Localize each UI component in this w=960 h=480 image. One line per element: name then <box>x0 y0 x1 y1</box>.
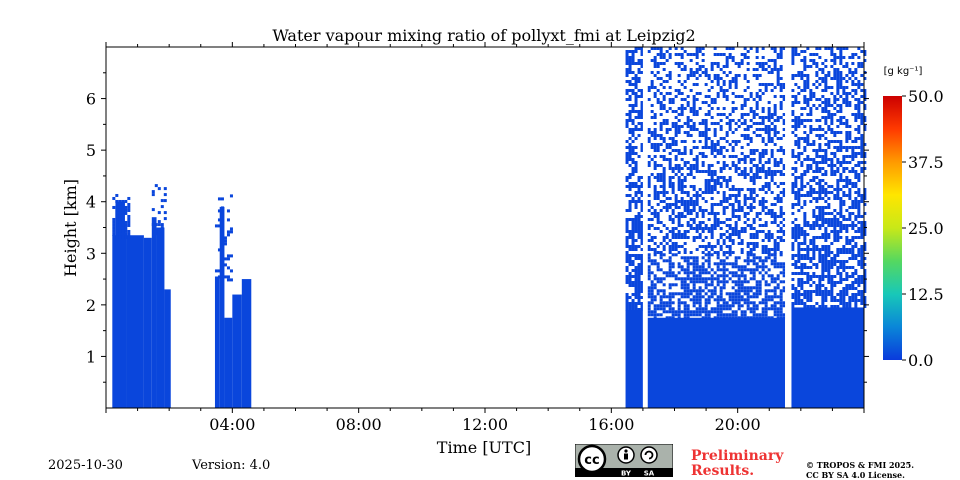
colorbar-tick-label-0.0: 0.0 <box>908 351 933 370</box>
copyright-line-1: © TROPOS & FMI 2025. <box>806 460 915 470</box>
x-tick-label-0800: 08:00 <box>336 415 382 434</box>
copyright-line-2: CC BY SA 4.0 License. <box>806 470 905 480</box>
by-label: BY <box>621 470 632 478</box>
cc-icon <box>577 444 607 474</box>
x-tick-label-1200: 12:00 <box>462 415 508 434</box>
y-axis: 1 2 3 4 5 6 <box>86 72 869 383</box>
version-label: Version: 4.0 <box>192 458 271 473</box>
date-label: 2025-10-30 <box>48 458 123 473</box>
data-block-2 <box>126 235 144 408</box>
data-block-9 <box>224 317 233 408</box>
colorbar-tick-label-25.0: 25.0 <box>908 219 944 238</box>
plot-area <box>112 47 867 408</box>
data-gap-0 <box>642 47 648 408</box>
speckle-region-3 <box>625 47 644 311</box>
colorbar-tick-label-50.0: 50.0 <box>908 87 944 106</box>
speckle-region-4 <box>647 253 786 320</box>
speckle-region-0 <box>112 193 131 239</box>
data-block-4 <box>151 217 157 408</box>
speckle-region-5 <box>647 47 786 254</box>
y-tick-label-1: 1 <box>86 347 96 366</box>
preliminary-line-1: Preliminary <box>691 448 784 464</box>
colorbar-axis: 50.0 37.5 25.0 12.5 0.0 <box>902 87 944 370</box>
data-block-5 <box>156 227 165 408</box>
data-block-6 <box>164 289 171 408</box>
data-block-11 <box>241 279 252 408</box>
x-axis: 04:00 08:00 12:00 16:00 20:00 <box>105 42 865 434</box>
share-alike-icon <box>640 446 658 464</box>
data-block-7 <box>214 276 220 408</box>
x-tick-label-0400: 04:00 <box>209 415 255 434</box>
y-tick-label-2: 2 <box>86 296 96 315</box>
x-axis-label: Time [UTC] <box>437 438 531 457</box>
data-block-10 <box>232 294 242 408</box>
y-tick-label-5: 5 <box>86 141 96 160</box>
cc-logo-text: cc <box>584 453 599 468</box>
x-tick-label-1600: 16:00 <box>588 415 634 434</box>
colorbar <box>883 96 902 360</box>
data-gap-1 <box>785 47 792 408</box>
colorbar-unit-label: [g kg⁻¹] <box>884 66 923 77</box>
sa-label: SA <box>644 470 655 478</box>
speckle-region-1 <box>151 184 167 236</box>
speckle-region-6 <box>791 47 867 308</box>
data-block-3 <box>143 237 152 408</box>
y-tick-label-6: 6 <box>86 90 96 109</box>
x-tick-label-2000: 20:00 <box>715 415 761 434</box>
data-block-12 <box>625 310 643 408</box>
cc-license-badge: cc BY SA <box>575 444 673 477</box>
colorbar-tick-label-12.5: 12.5 <box>908 285 944 304</box>
y-tick-label-4: 4 <box>86 193 96 212</box>
data-block-1 <box>115 201 125 408</box>
copyright-note: © TROPOS & FMI 2025. CC BY SA 4.0 Licens… <box>806 460 914 480</box>
speckle-region-2 <box>214 194 233 282</box>
colorbar-tick-label-37.5: 37.5 <box>908 153 944 172</box>
data-block-14 <box>791 307 864 408</box>
y-tick-label-3: 3 <box>86 244 96 263</box>
y-axis-label: Height [km] <box>61 179 80 277</box>
preliminary-results-note: Preliminary Results. <box>691 449 783 479</box>
data-block-13 <box>647 317 786 408</box>
preliminary-line-2: Results. <box>691 463 755 479</box>
data-block-8 <box>219 206 225 408</box>
chart-title: Water vapour mixing ratio of pollyxt_fmi… <box>272 26 695 45</box>
